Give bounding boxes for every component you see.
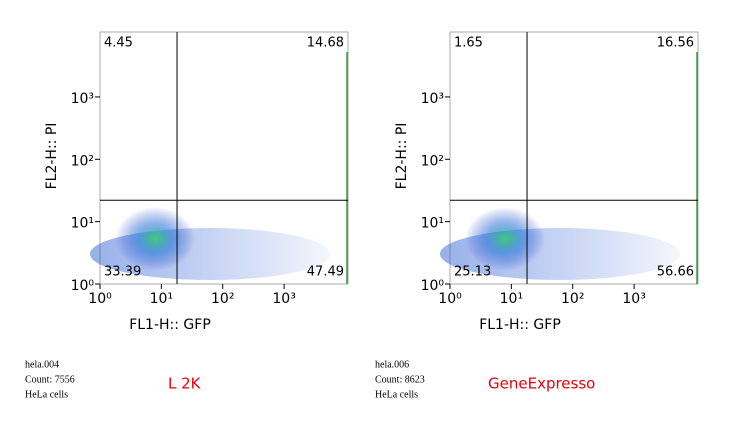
quadrant-value: 1.65 xyxy=(454,36,483,51)
sample-info: Count: 8623 xyxy=(375,374,425,385)
x-tick-label: 10² xyxy=(561,291,584,307)
quadrant-value: 33.39 xyxy=(104,265,141,280)
quadrant-value: 47.49 xyxy=(307,265,344,280)
sample-info: HeLa cells xyxy=(25,389,68,400)
quadrant-value: 56.66 xyxy=(657,265,694,280)
density-cloud xyxy=(465,207,545,271)
x-tick-label: 10² xyxy=(211,291,234,307)
y-tick-label: 10² xyxy=(71,153,94,169)
sample-info: Count: 7556 xyxy=(25,374,75,385)
x-axis-label: FL1-H:: GFP xyxy=(479,317,561,333)
sample-info: hela.006 xyxy=(375,359,409,370)
y-tick-label: 10³ xyxy=(71,91,94,107)
x-tick-label: 10¹ xyxy=(150,291,173,307)
annotation: GeneExpresso xyxy=(488,375,595,393)
annotation: L 2K xyxy=(168,375,202,393)
y-tick-label: 10¹ xyxy=(421,216,444,232)
y-axis-label: FL2-H:: PI xyxy=(394,123,410,190)
x-tick-label: 10¹ xyxy=(500,291,523,307)
sample-info: HeLa cells xyxy=(375,389,418,400)
y-tick-label: 10¹ xyxy=(71,216,94,232)
quadrant-value: 16.56 xyxy=(657,36,694,51)
y-tick-label: 10² xyxy=(421,153,444,169)
quadrant-value: 14.68 xyxy=(307,36,344,51)
y-tick-label: 10⁰ xyxy=(421,278,445,294)
y-tick-label: 10⁰ xyxy=(71,278,95,294)
quadrant-value: 25.13 xyxy=(454,265,491,280)
x-tick-label: 10⁰ xyxy=(88,291,112,307)
x-tick-label: 10⁰ xyxy=(438,291,462,307)
density-cloud xyxy=(115,207,195,271)
y-axis-label: FL2-H:: PI xyxy=(44,123,60,190)
x-tick-label: 10³ xyxy=(622,291,645,307)
sample-info: hela.004 xyxy=(25,359,59,370)
y-tick-label: 10³ xyxy=(421,91,444,107)
x-tick-label: 10³ xyxy=(272,291,295,307)
quadrant-value: 4.45 xyxy=(104,36,133,51)
x-axis-label: FL1-H:: GFP xyxy=(129,317,211,333)
